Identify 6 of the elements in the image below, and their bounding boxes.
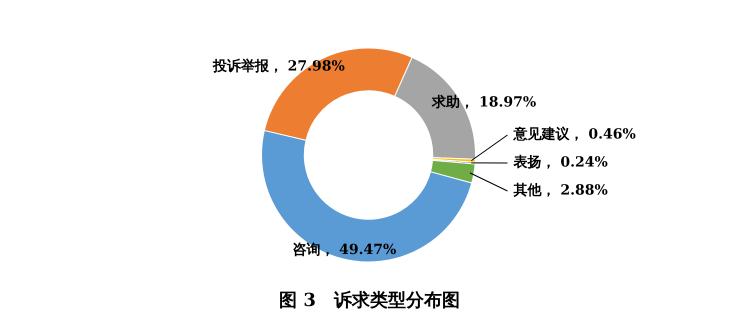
- slice-label: 其他， 2.88%: [512, 182, 608, 199]
- slice-label: 意见建议， 0.46%: [512, 126, 636, 143]
- slice-label: 求助， 18.97%: [431, 94, 536, 111]
- slice-label: 表扬， 0.24%: [512, 154, 608, 171]
- slice-label: 咨询， 49.47%: [292, 242, 396, 258]
- text: 图 3 诉求类型分布图: [278, 289, 461, 312]
